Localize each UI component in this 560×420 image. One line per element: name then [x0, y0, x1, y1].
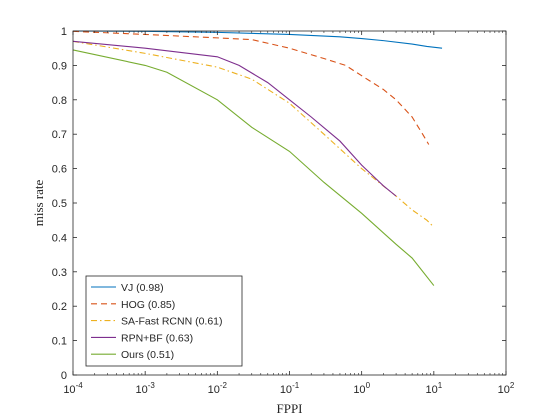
ticks-layer: 10-4 10-3 10-2 10-1 100 101 102 0 0.1 0.2 0.3 0.4 0.…	[52, 26, 515, 396]
legend-box	[85, 275, 243, 367]
y-tick-label: 1	[61, 26, 67, 38]
legend: VJ (0.98) HOG (0.85) SA-Fast RCNN (0.61) RP…	[85, 275, 243, 367]
y-tick-label: 0.9	[52, 60, 67, 72]
legend-label: Ours (0.51)	[121, 349, 174, 361]
series-line-5	[72, 49, 435, 286]
series-line-4	[72, 40, 397, 197]
y-tick-label: 0.7	[52, 129, 67, 141]
x-axis-label: FPPI	[276, 401, 302, 416]
y-tick-label: 0.2	[52, 301, 67, 313]
legend-label: VJ (0.98)	[121, 282, 164, 294]
x-tick-label: 102	[498, 381, 515, 396]
series-line-3	[72, 40, 435, 228]
x-tick-label: 10-4	[63, 381, 83, 396]
y-tick-label: 0.8	[52, 95, 67, 107]
series-line-2	[72, 30, 430, 145]
legend-label: RPN+BF (0.63)	[121, 332, 193, 344]
y-tick-label: 0	[61, 370, 67, 382]
legend-label: SA-Fast RCNN (0.61)	[121, 316, 223, 328]
y-tick-label: 0.6	[52, 164, 67, 176]
y-tick-label: 0.4	[52, 232, 67, 244]
series-line-1	[72, 30, 443, 49]
x-tick-label: 101	[425, 381, 442, 396]
y-axis-label: miss rate	[31, 179, 46, 226]
legend-label: HOG (0.85)	[121, 299, 175, 311]
series-layer	[72, 30, 443, 286]
x-tick-label: 10-1	[280, 381, 300, 396]
y-tick-label: 0.5	[52, 198, 67, 210]
x-tick-label: 10-3	[135, 381, 155, 396]
y-tick-label: 0.3	[52, 267, 67, 279]
x-tick-label: 10-2	[208, 381, 228, 396]
x-tick-label: 100	[353, 381, 370, 396]
y-tick-label: 0.1	[52, 336, 67, 348]
